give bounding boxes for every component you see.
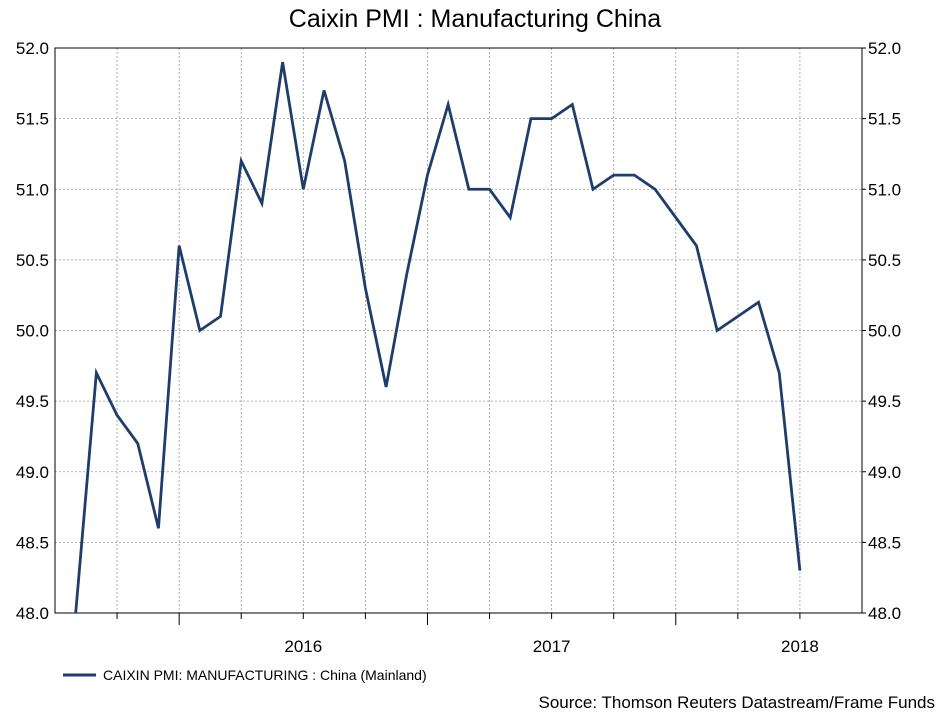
y-axis-right-labels: 52.0 51.5 51.0 50.5 50.0 49.5 49.0 48.5 48.0 xyxy=(868,39,901,623)
chart-title: Caixin PMI : Manufacturing China xyxy=(289,5,661,33)
y-axis-left-labels: 52.0 51.5 51.0 50.5 50.0 49.5 49.0 48.5 48.0 xyxy=(16,39,49,623)
y-tick-label-left: 51.5 xyxy=(16,110,49,129)
y-tick-label-right: 51.0 xyxy=(868,180,901,199)
y-tick-label-right: 50.5 xyxy=(868,251,901,270)
series-layer xyxy=(74,61,802,614)
y-tick-label-left: 49.5 xyxy=(16,392,49,411)
grid-lines xyxy=(55,47,862,614)
source-note: Source: Thomson Reuters Datastream/Frame… xyxy=(538,693,935,712)
y-tick-label-right: 48.0 xyxy=(868,604,901,623)
y-tick-label-left: 50.0 xyxy=(16,322,49,341)
y-tick-label-left: 48.0 xyxy=(16,604,49,623)
series-line xyxy=(74,61,802,614)
x-tick-label: 2016 xyxy=(284,637,322,656)
y-tick-label-left: 50.5 xyxy=(16,251,49,270)
y-tick-label-right: 51.5 xyxy=(868,110,901,129)
y-tick-label-right: 48.5 xyxy=(868,533,901,552)
y-tick-label-left: 51.0 xyxy=(16,180,49,199)
y-tick-label-right: 49.0 xyxy=(868,463,901,482)
axis-ticks xyxy=(116,47,866,625)
y-tick-label-right: 50.0 xyxy=(868,322,901,341)
y-tick-label-right: 49.5 xyxy=(868,392,901,411)
y-tick-label-left: 52.0 xyxy=(16,39,49,58)
legend: CAIXIN PMI: MANUFACTURING : China (Mainl… xyxy=(63,667,427,683)
y-tick-label-left: 49.0 xyxy=(16,463,49,482)
x-axis-labels: 2016 2017 2018 xyxy=(284,637,818,656)
y-tick-label-right: 52.0 xyxy=(868,39,901,58)
x-tick-label: 2018 xyxy=(781,637,819,656)
y-tick-label-left: 48.5 xyxy=(16,533,49,552)
legend-label: CAIXIN PMI: MANUFACTURING : China (Mainl… xyxy=(103,667,427,683)
x-tick-label: 2017 xyxy=(533,637,571,656)
